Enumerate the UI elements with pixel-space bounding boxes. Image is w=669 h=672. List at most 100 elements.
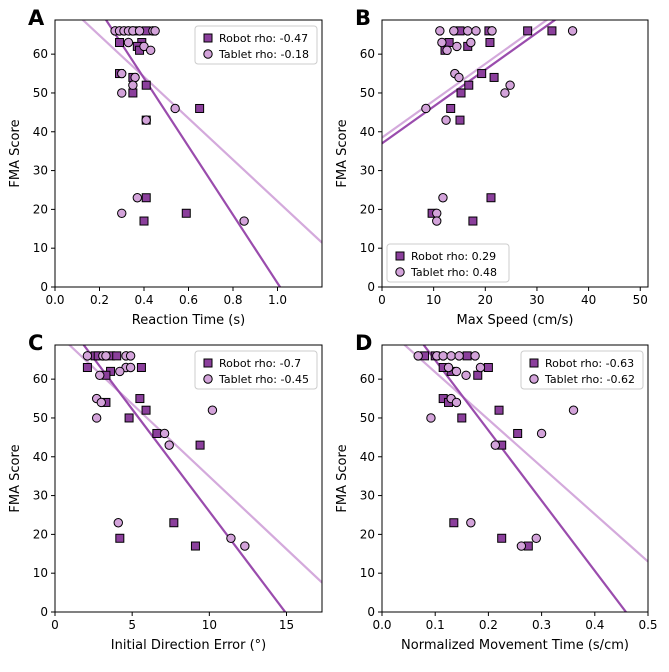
x-tick-label: 0.6 xyxy=(179,293,198,307)
y-tick-label: 30 xyxy=(33,489,48,503)
robot-point xyxy=(190,541,200,551)
tablet-point xyxy=(435,26,445,36)
tablet-point xyxy=(437,37,447,48)
tablet-point xyxy=(463,26,473,36)
robot-point xyxy=(115,533,125,543)
y-tick-label: 10 xyxy=(360,566,375,580)
robot-point xyxy=(485,38,495,48)
tablet-point xyxy=(170,103,180,114)
robot-point xyxy=(513,428,523,438)
tablet-point xyxy=(466,37,476,48)
legend-square-icon xyxy=(395,251,405,261)
x-axis-label: Normalized Movement Time (s/cm) xyxy=(401,638,629,653)
y-tick-label: 50 xyxy=(33,411,48,425)
tablet-point xyxy=(115,366,125,377)
y-tick-label: 50 xyxy=(360,86,375,100)
tablet-point xyxy=(159,428,170,439)
tablet-point xyxy=(446,351,456,361)
axes-frame xyxy=(54,344,323,613)
panel-letter: B xyxy=(355,6,371,30)
tablet-point xyxy=(490,440,501,450)
robot-point xyxy=(547,26,557,36)
tablet-point xyxy=(95,370,105,380)
y-tick-label: 20 xyxy=(33,202,48,216)
x-tick-label: 0.2 xyxy=(90,293,109,307)
x-axis-label: Max Speed (cm/s) xyxy=(457,313,574,328)
robot-point xyxy=(497,533,507,543)
tablet-point xyxy=(117,88,127,98)
robot-point xyxy=(169,518,179,528)
robot-point xyxy=(136,363,146,373)
y-tick-label: 20 xyxy=(33,527,48,541)
y-tick-label: 60 xyxy=(360,47,375,61)
axes-frame xyxy=(381,19,649,288)
tablet-point xyxy=(413,351,423,361)
panel-letter: D xyxy=(355,331,372,355)
x-tick-label: 1.0 xyxy=(268,293,287,307)
legend-box xyxy=(520,350,644,390)
y-axis-label: FMA Score xyxy=(8,119,23,187)
fit-lines xyxy=(81,20,322,287)
tablet-point xyxy=(442,45,452,55)
x-tick-label: 50 xyxy=(633,293,648,307)
x-tick-label: 0.1 xyxy=(426,618,445,632)
tablet-point xyxy=(516,541,527,551)
y-tick-label: 20 xyxy=(360,527,375,541)
x-tick-label: 15 xyxy=(279,618,294,632)
robot-point xyxy=(468,216,478,226)
x-tick-label: 0.5 xyxy=(638,618,657,632)
robot-fit-line xyxy=(104,20,282,287)
legend: Robot rho: -0.47 Tablet rho: -0.18 xyxy=(194,25,318,65)
legend-square-icon xyxy=(203,358,213,368)
y-tick-label: 30 xyxy=(33,164,48,178)
robot-point xyxy=(523,26,533,36)
tablet-point xyxy=(536,428,547,439)
tablet-point xyxy=(150,26,160,36)
x-tick-label: 0 xyxy=(51,618,59,632)
robot-point xyxy=(195,103,205,113)
robot-point xyxy=(494,405,504,415)
tablet-point xyxy=(239,216,249,226)
y-tick-label: 40 xyxy=(360,450,375,464)
tablet-point xyxy=(568,405,579,415)
tablet-point xyxy=(454,351,464,361)
tablet-point xyxy=(132,193,143,203)
tablet-point xyxy=(567,26,578,36)
x-axis-label: Reaction Time (s) xyxy=(132,313,245,328)
legend-square-icon xyxy=(203,33,213,43)
tablet-point xyxy=(461,370,471,380)
robot-point xyxy=(115,38,125,48)
robot-point xyxy=(141,405,151,415)
tablet-point xyxy=(96,397,107,408)
legend-robot-label: Robot rho: -0.47 xyxy=(219,32,308,45)
robot-point xyxy=(473,370,483,380)
legend-box xyxy=(194,350,318,390)
tablet-point xyxy=(117,68,127,79)
tablet-point xyxy=(226,533,236,543)
robot-point xyxy=(195,440,205,450)
robot-point xyxy=(455,115,465,125)
robot-point xyxy=(486,193,496,203)
y-tick-label: 10 xyxy=(360,241,375,255)
x-tick-label: 5 xyxy=(128,618,136,632)
legend: Robot rho: -0.63 Tablet rho: -0.62 xyxy=(520,350,644,390)
robot-point xyxy=(462,351,472,361)
panel-b: 0 10 20 30 40 50 0 10 20 30 40 50 60 Max Speed (cm/s)… xyxy=(335,6,649,328)
fit-lines xyxy=(382,20,557,145)
tablet-point xyxy=(449,26,459,36)
data-points xyxy=(421,26,578,226)
tablet-point xyxy=(164,440,174,450)
y-axis-label: FMA Score xyxy=(335,119,350,187)
tablet-point xyxy=(82,351,93,361)
panel-d: 0.0 0.1 0.2 0.3 0.4 0.5 0 10 20 30 40 50 60 Normalize… xyxy=(335,331,658,653)
tablet-point xyxy=(426,413,436,423)
y-tick-label: 0 xyxy=(40,605,48,619)
robot-point xyxy=(456,88,466,98)
tablet-point xyxy=(207,405,218,415)
robot-fit-line xyxy=(422,345,628,612)
tablet-point xyxy=(134,26,145,36)
tablet-point xyxy=(145,45,156,55)
tablet-point xyxy=(130,72,140,83)
legend-tablet-label: Tablet rho: -0.62 xyxy=(544,373,635,386)
x-tick-label: 0.0 xyxy=(372,618,391,632)
